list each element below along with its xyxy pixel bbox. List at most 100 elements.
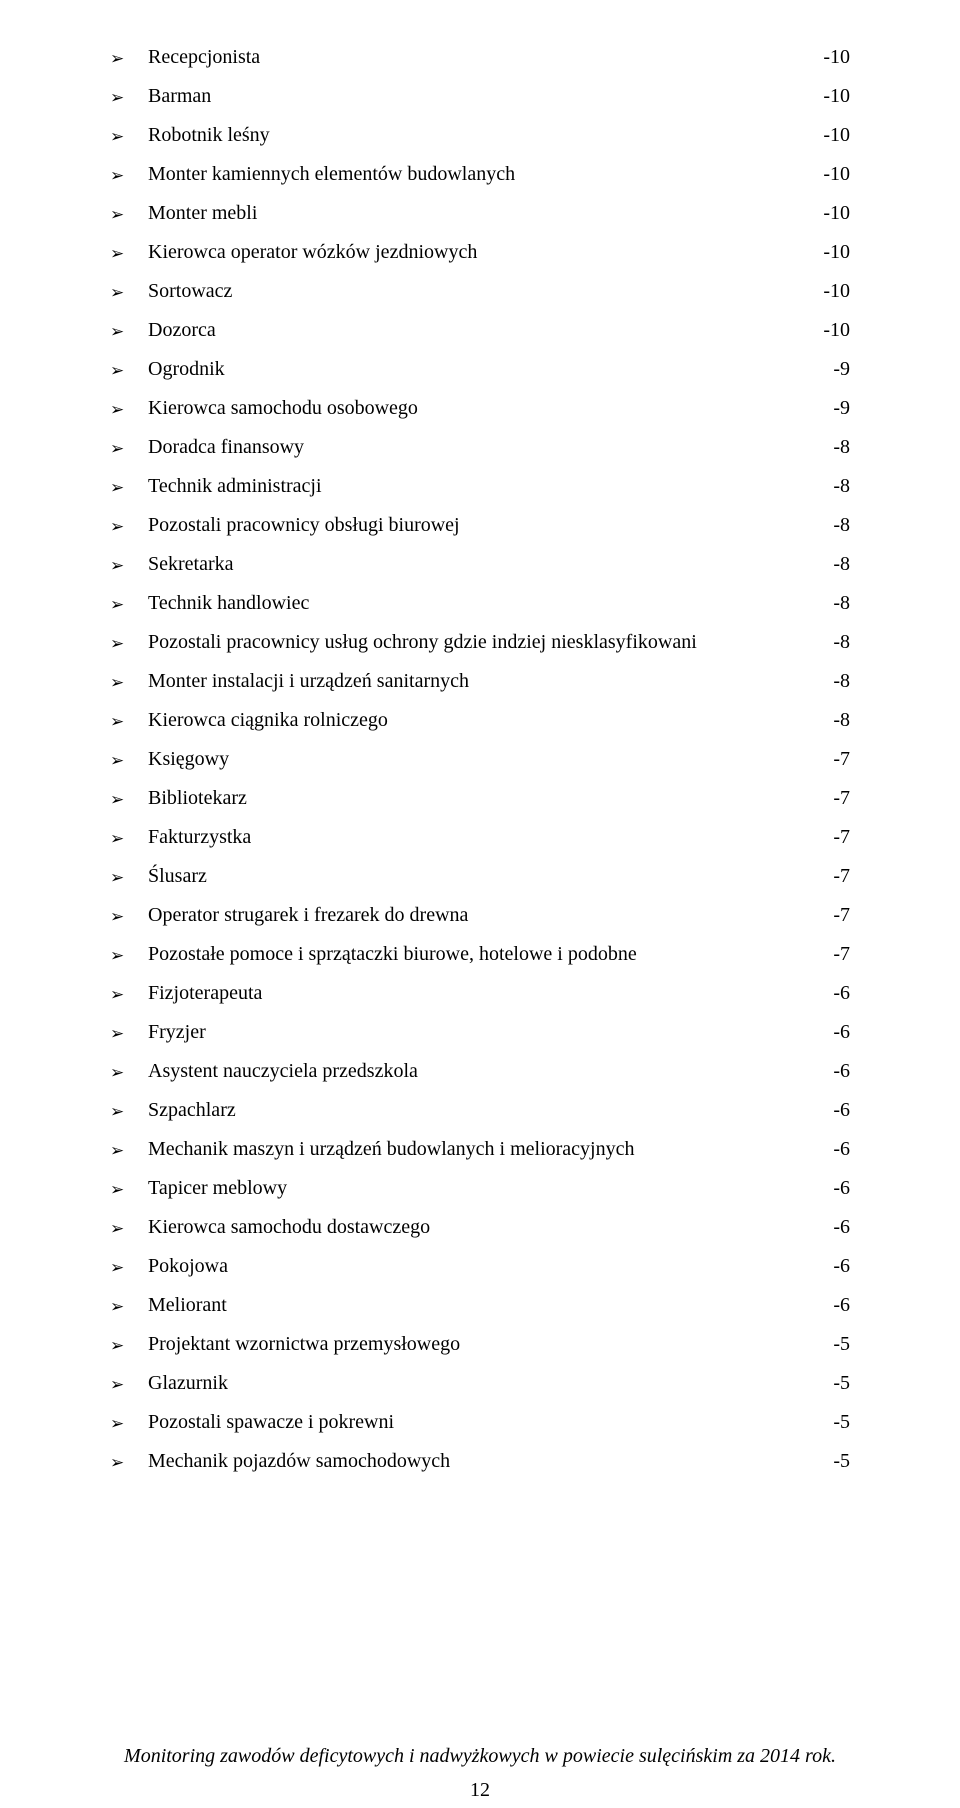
list-item: ➢Mechanik maszyn i urządzeń budowlanych …	[110, 1130, 850, 1169]
list-item: ➢Kierowca samochodu dostawczego-6	[110, 1208, 850, 1247]
footer-text: Monitoring zawodów deficytowych i nadwyż…	[0, 1745, 960, 1768]
item-label: Monter mebli	[148, 194, 806, 233]
item-label: Pokojowa	[148, 1247, 806, 1286]
item-value: -8	[806, 545, 850, 584]
bullet-icon: ➢	[110, 1446, 148, 1479]
item-label: Ślusarz	[148, 857, 806, 896]
bullet-icon: ➢	[110, 1056, 148, 1089]
item-value: -6	[806, 1091, 850, 1130]
item-value: -8	[806, 467, 850, 506]
item-label: Meliorant	[148, 1286, 806, 1325]
bullet-icon: ➢	[110, 1368, 148, 1401]
item-label: Mechanik pojazdów samochodowych	[148, 1442, 806, 1481]
list-item: ➢Fryzjer-6	[110, 1013, 850, 1052]
list-item: ➢Pozostali pracownicy obsługi biurowej-8	[110, 506, 850, 545]
bullet-icon: ➢	[110, 549, 148, 582]
bullet-icon: ➢	[110, 198, 148, 231]
list-item: ➢Technik handlowiec-8	[110, 584, 850, 623]
bullet-icon: ➢	[110, 1017, 148, 1050]
bullet-icon: ➢	[110, 588, 148, 621]
bullet-icon: ➢	[110, 1095, 148, 1128]
item-value: -9	[806, 350, 850, 389]
list-item: ➢Pozostałe pomoce i sprzątaczki biurowe,…	[110, 935, 850, 974]
bullet-icon: ➢	[110, 1290, 148, 1323]
list-item: ➢Monter instalacji i urządzeń sanitarnyc…	[110, 662, 850, 701]
item-label: Fizjoterapeuta	[148, 974, 806, 1013]
bullet-icon: ➢	[110, 1407, 148, 1440]
item-value: -9	[806, 389, 850, 428]
bullet-icon: ➢	[110, 861, 148, 894]
bullet-icon: ➢	[110, 978, 148, 1011]
item-label: Sortowacz	[148, 272, 806, 311]
item-label: Mechanik maszyn i urządzeń budowlanych i…	[148, 1130, 806, 1169]
item-label: Księgowy	[148, 740, 806, 779]
item-value: -5	[806, 1442, 850, 1481]
bullet-icon: ➢	[110, 159, 148, 192]
list-item: ➢Asystent nauczyciela przedszkola-6	[110, 1052, 850, 1091]
item-label: Recepcjonista	[148, 38, 806, 77]
bullet-icon: ➢	[110, 471, 148, 504]
item-label: Barman	[148, 77, 806, 116]
bullet-icon: ➢	[110, 432, 148, 465]
item-label: Operator strugarek i frezarek do drewna	[148, 896, 806, 935]
list-item: ➢Księgowy-7	[110, 740, 850, 779]
item-value: -10	[806, 194, 850, 233]
item-value: -10	[806, 77, 850, 116]
item-label: Kierowca samochodu dostawczego	[148, 1208, 806, 1247]
item-value: -6	[806, 1208, 850, 1247]
profession-list: ➢Recepcjonista-10➢Barman-10➢Robotnik leś…	[110, 38, 850, 1481]
bullet-icon: ➢	[110, 237, 148, 270]
list-item: ➢Recepcjonista-10	[110, 38, 850, 77]
item-value: -7	[806, 857, 850, 896]
bullet-icon: ➢	[110, 1173, 148, 1206]
bullet-icon: ➢	[110, 627, 148, 660]
list-item: ➢Sortowacz-10	[110, 272, 850, 311]
item-label: Asystent nauczyciela przedszkola	[148, 1052, 806, 1091]
list-item: ➢Projektant wzornictwa przemysłowego-5	[110, 1325, 850, 1364]
item-label: Kierowca samochodu osobowego	[148, 389, 806, 428]
item-value: -7	[806, 740, 850, 779]
item-value: -10	[806, 272, 850, 311]
list-item: ➢Operator strugarek i frezarek do drewna…	[110, 896, 850, 935]
item-value: -10	[806, 38, 850, 77]
list-item: ➢Doradca finansowy-8	[110, 428, 850, 467]
item-label: Pozostałe pomoce i sprzątaczki biurowe, …	[148, 935, 806, 974]
list-item: ➢Monter kamiennych elementów budowlanych…	[110, 155, 850, 194]
item-label: Pozostali spawacze i pokrewni	[148, 1403, 806, 1442]
list-item: ➢Fakturzystka-7	[110, 818, 850, 857]
item-value: -8	[806, 506, 850, 545]
item-label: Monter instalacji i urządzeń sanitarnych	[148, 662, 806, 701]
list-item: ➢Bibliotekarz-7	[110, 779, 850, 818]
list-item: ➢Pozostali pracownicy usług ochrony gdzi…	[110, 623, 850, 662]
item-value: -10	[806, 311, 850, 350]
item-value: -8	[806, 662, 850, 701]
list-item: ➢Kierowca samochodu osobowego-9	[110, 389, 850, 428]
item-label: Monter kamiennych elementów budowlanych	[148, 155, 806, 194]
item-value: -6	[806, 1052, 850, 1091]
item-value: -5	[806, 1403, 850, 1442]
item-value: -6	[806, 1286, 850, 1325]
document-page: ➢Recepcjonista-10➢Barman-10➢Robotnik leś…	[0, 0, 960, 1808]
list-item: ➢Robotnik leśny-10	[110, 116, 850, 155]
item-value: -8	[806, 428, 850, 467]
item-label: Pozostali pracownicy usług ochrony gdzie…	[148, 623, 806, 662]
item-value: -6	[806, 1247, 850, 1286]
list-item: ➢Glazurnik-5	[110, 1364, 850, 1403]
bullet-icon: ➢	[110, 120, 148, 153]
item-value: -7	[806, 818, 850, 857]
item-label: Bibliotekarz	[148, 779, 806, 818]
list-item: ➢Tapicer meblowy-6	[110, 1169, 850, 1208]
list-item: ➢Barman-10	[110, 77, 850, 116]
bullet-icon: ➢	[110, 783, 148, 816]
item-value: -10	[806, 155, 850, 194]
list-item: ➢Pokojowa-6	[110, 1247, 850, 1286]
item-label: Kierowca ciągnika rolniczego	[148, 701, 806, 740]
bullet-icon: ➢	[110, 42, 148, 75]
list-item: ➢Kierowca ciągnika rolniczego-8	[110, 701, 850, 740]
list-item: ➢Dozorca-10	[110, 311, 850, 350]
bullet-icon: ➢	[110, 81, 148, 114]
bullet-icon: ➢	[110, 900, 148, 933]
item-label: Sekretarka	[148, 545, 806, 584]
bullet-icon: ➢	[110, 1251, 148, 1284]
item-value: -6	[806, 974, 850, 1013]
